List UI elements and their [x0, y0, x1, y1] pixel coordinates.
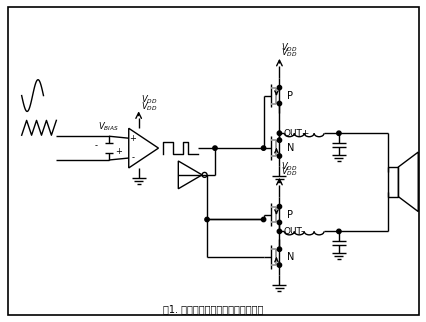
- Text: -: -: [95, 141, 98, 150]
- Text: OUT+: OUT+: [283, 129, 309, 138]
- Circle shape: [212, 146, 217, 150]
- Circle shape: [276, 85, 281, 90]
- Text: +: +: [115, 147, 121, 156]
- Text: P: P: [287, 210, 293, 220]
- Text: $V_{DD}$: $V_{DD}$: [281, 160, 297, 173]
- Bar: [388, 167, 397, 197]
- Circle shape: [276, 138, 281, 142]
- Text: $V_{DD}$: $V_{DD}$: [140, 94, 157, 107]
- Circle shape: [261, 146, 265, 150]
- Circle shape: [276, 247, 281, 251]
- Text: OUT-: OUT-: [283, 227, 304, 236]
- Text: $V_{DD}$: $V_{DD}$: [140, 100, 157, 113]
- Text: +: +: [129, 134, 136, 143]
- Circle shape: [204, 217, 209, 222]
- Text: -: -: [131, 154, 134, 163]
- Circle shape: [276, 204, 281, 209]
- Text: N: N: [287, 143, 294, 153]
- Text: N: N: [287, 252, 294, 262]
- Text: P: P: [287, 90, 293, 100]
- Circle shape: [261, 217, 265, 222]
- Circle shape: [336, 131, 340, 136]
- Text: $V_{DD}$: $V_{DD}$: [281, 42, 297, 54]
- Text: $V_{DD}$: $V_{DD}$: [281, 166, 297, 178]
- Text: $V_{BIAS}$: $V_{BIAS}$: [98, 120, 119, 133]
- Circle shape: [276, 263, 281, 267]
- Circle shape: [276, 220, 281, 225]
- Circle shape: [276, 131, 281, 136]
- Circle shape: [276, 154, 281, 158]
- Circle shape: [336, 229, 340, 233]
- Circle shape: [276, 101, 281, 106]
- Circle shape: [276, 229, 281, 233]
- Text: 図1. 従来のパルス幅変調のトポロジ: 図1. 従来のパルス幅変調のトポロジ: [162, 305, 262, 315]
- Text: $V_{DD}$: $V_{DD}$: [281, 47, 297, 59]
